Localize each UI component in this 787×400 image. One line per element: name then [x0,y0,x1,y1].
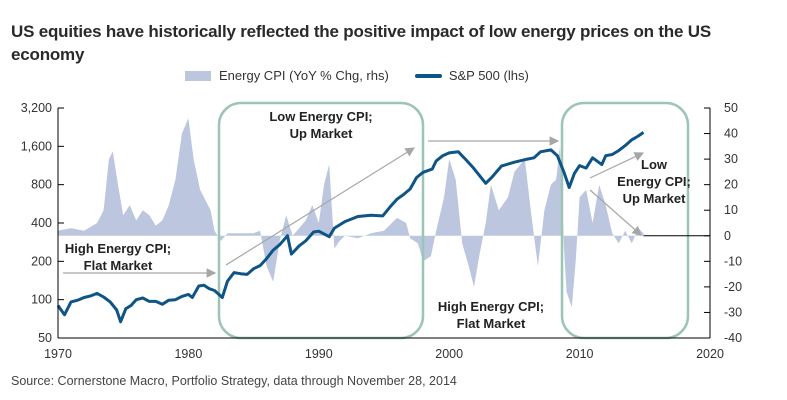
legend-swatch-sp500 [414,73,442,78]
series-energy-cpi-area [58,118,644,308]
annotation-line: Flat Market [84,258,153,273]
arrow-down-energy-2010s [589,189,642,236]
source-note: Source: Cornerstone Macro, Portfolio Str… [11,374,457,388]
series-sp500-line [56,131,645,324]
y-left-tick-label: 800 [31,178,52,192]
chart-title: US equities have historically reflected … [11,22,711,64]
y-right-tick-label: -40 [724,331,742,345]
y-right-tick-label: 40 [724,127,738,141]
annotation-line: High Energy CPI; [438,299,544,314]
y-right-tick-label: 30 [724,152,738,166]
annotation-line: Low Energy CPI; [269,109,372,124]
x-tick-label: 2010 [566,347,594,361]
arrow-up-1980s-90s [225,147,416,266]
x-tick-label: 1980 [174,347,202,361]
y-right-tick-label: -10 [724,254,742,268]
x-tick-label: 2000 [435,347,463,361]
y-left-tick-label: 400 [31,216,52,230]
chart-legend: Energy CPI (YoY % Chg, rhs) S&P 500 (lhs… [185,68,529,83]
annotation-label-4: Low Energy CPI; Up Market [617,157,691,206]
legend-swatch-energy-cpi [185,70,211,81]
annotation-label-3: High Energy CPI; Flat Market [438,299,544,331]
annotation-label-1: High Energy CPI; Flat Market [65,241,171,273]
annotation-line: Up Market [623,191,687,206]
annotation-line: High Energy CPI; [65,241,171,256]
y-left-tick-label: 100 [31,293,52,307]
x-tick-label: 1990 [305,347,333,361]
y-right-tick-label: 0 [724,229,731,243]
annotation-line: Energy CPI; [617,174,691,189]
annotation-line: Flat Market [457,316,526,331]
y-left-tick-label: 1,600 [21,139,52,153]
y-right-tick-label: 20 [724,178,738,192]
y-right-tick-label: -20 [724,280,742,294]
annotation-line: Up Market [290,126,354,141]
y-left-tick-label: 50 [38,331,52,345]
x-tick-label: 2020 [696,347,724,361]
y-right-tick-label: -30 [724,305,742,319]
y-left-tick-label: 200 [31,254,52,268]
y-right-tick-label: 10 [724,203,738,217]
legend-label-sp500: S&P 500 (lhs) [448,68,529,83]
annotation-label-2: Low Energy CPI; Up Market [269,109,372,141]
legend-label-energy-cpi: Energy CPI (YoY % Chg, rhs) [219,68,389,83]
y-right-tick-label: 50 [724,101,738,115]
arrow-up-2010s [589,152,645,179]
y-left-tick-label: 3,200 [21,101,52,115]
x-tick-label: 1970 [44,347,72,361]
annotation-line: Low [641,157,668,172]
